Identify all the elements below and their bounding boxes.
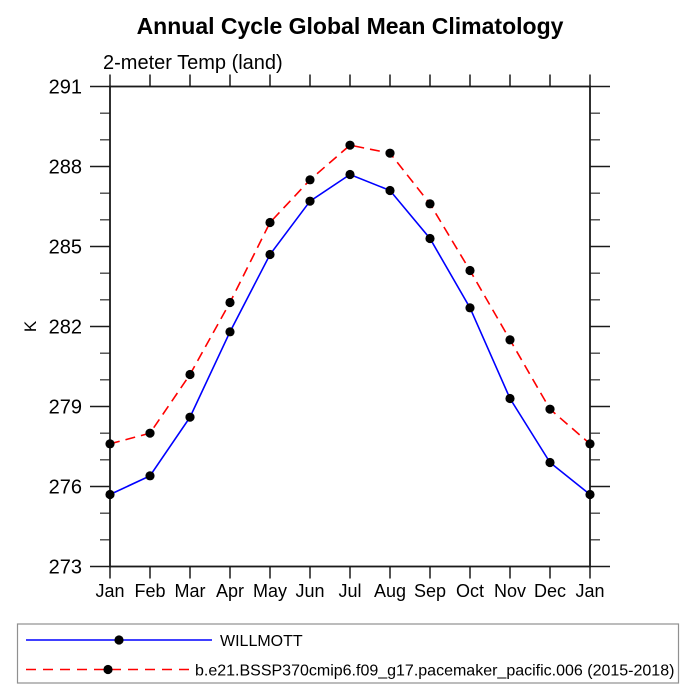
x-tick-label: Jun xyxy=(295,581,324,601)
data-point-marker xyxy=(105,489,115,500)
x-tick-label: Oct xyxy=(456,581,484,601)
data-point-marker xyxy=(585,439,595,449)
y-tick-label: 273 xyxy=(49,557,82,579)
y-tick-label: 276 xyxy=(49,477,82,499)
data-point-marker xyxy=(465,265,475,276)
x-tick-label: Feb xyxy=(134,581,165,601)
x-tick-label: Jan xyxy=(575,581,604,601)
data-point-marker xyxy=(385,148,395,158)
data-point-marker xyxy=(305,175,315,185)
series-line-model xyxy=(109,144,591,445)
data-point-marker xyxy=(505,335,515,345)
x-tick-label: Jul xyxy=(338,581,361,601)
x-tick-label: Dec xyxy=(534,581,566,601)
data-point-marker xyxy=(545,404,555,414)
series-line-willmott xyxy=(109,173,591,496)
x-tick-label: Apr xyxy=(216,581,244,601)
x-tick-label: Jan xyxy=(95,581,124,601)
x-tick-label: May xyxy=(253,581,287,601)
legend-border xyxy=(16,623,680,684)
y-tick-label: 285 xyxy=(49,237,82,259)
data-point-marker xyxy=(145,428,155,438)
data-point-marker xyxy=(585,489,595,500)
chart-title: Annual Cycle Global Mean Climatology xyxy=(137,13,564,39)
data-point-marker xyxy=(425,233,435,244)
plot-border xyxy=(109,85,591,568)
y-tick-label: 288 xyxy=(49,157,82,179)
y-tick-label: 282 xyxy=(49,317,82,339)
data-point-marker xyxy=(305,196,315,206)
axis-tick-labels: Jan Feb Mar Apr May Jun Jul Aug Sep Oct Nov Dec Jan 2… xyxy=(49,77,605,602)
data-point-marker xyxy=(385,185,395,196)
x-tick-label: Aug xyxy=(374,581,406,601)
data-point-marker xyxy=(425,199,435,209)
y-axis-label: K xyxy=(21,320,40,332)
data-point-marker xyxy=(465,303,475,313)
data-point-marker xyxy=(265,217,275,228)
x-tick-label: Mar xyxy=(175,581,206,601)
data-series xyxy=(105,140,595,500)
x-tick-label: Sep xyxy=(414,581,446,601)
legend-label-willmott: WILLMOTT xyxy=(220,633,303,650)
data-point-marker xyxy=(225,327,235,337)
data-point-marker xyxy=(505,393,515,404)
data-point-marker xyxy=(185,412,195,422)
data-point-marker xyxy=(345,169,355,180)
data-point-marker xyxy=(105,439,115,449)
data-point-marker xyxy=(545,457,555,468)
data-point-marker xyxy=(185,369,195,380)
legend-sample-marker-1 xyxy=(103,664,113,675)
data-point-marker xyxy=(345,140,355,150)
y-tick-label: 291 xyxy=(49,77,82,99)
legend-label-model: b.e21.BSSP370cmip6.f09_g17.pacemaker_pac… xyxy=(195,663,674,680)
legend-line-samples xyxy=(26,635,212,675)
y-tick-label: 279 xyxy=(49,397,82,419)
x-tick-label: Nov xyxy=(494,581,526,601)
data-point-marker xyxy=(265,249,275,260)
legend: WILLMOTT b.e21.BSSP370cmip6.f09_g17.pace… xyxy=(16,623,680,684)
data-point-marker xyxy=(225,297,235,308)
axis-ticks xyxy=(90,74,610,579)
data-point-marker xyxy=(145,471,155,481)
chart-subtitle: 2-meter Temp (land) xyxy=(103,52,283,74)
legend-sample-marker-0 xyxy=(114,635,124,645)
